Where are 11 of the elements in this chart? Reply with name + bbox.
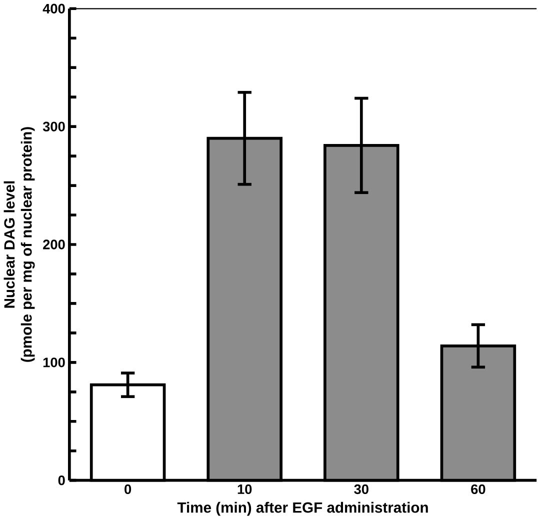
x-tick-label: 60 bbox=[471, 484, 486, 494]
x-tick-label: 0 bbox=[124, 484, 132, 494]
y-tick-label: 100 bbox=[43, 358, 65, 368]
y-tick-label: 0 bbox=[58, 476, 65, 486]
y-tick-label: 400 bbox=[42, 4, 65, 14]
y-axis-title: Nuclear DAG level (pmole per mg of nuclear protein) bbox=[4, 127, 35, 362]
y-tick-label: 200 bbox=[43, 240, 65, 250]
x-axis-title: Time (min) after EGF administration bbox=[177, 502, 428, 516]
y-tick-label: 300 bbox=[42, 122, 65, 132]
x-tick-label: 10 bbox=[238, 484, 252, 494]
x-tick-label: 30 bbox=[354, 484, 368, 494]
